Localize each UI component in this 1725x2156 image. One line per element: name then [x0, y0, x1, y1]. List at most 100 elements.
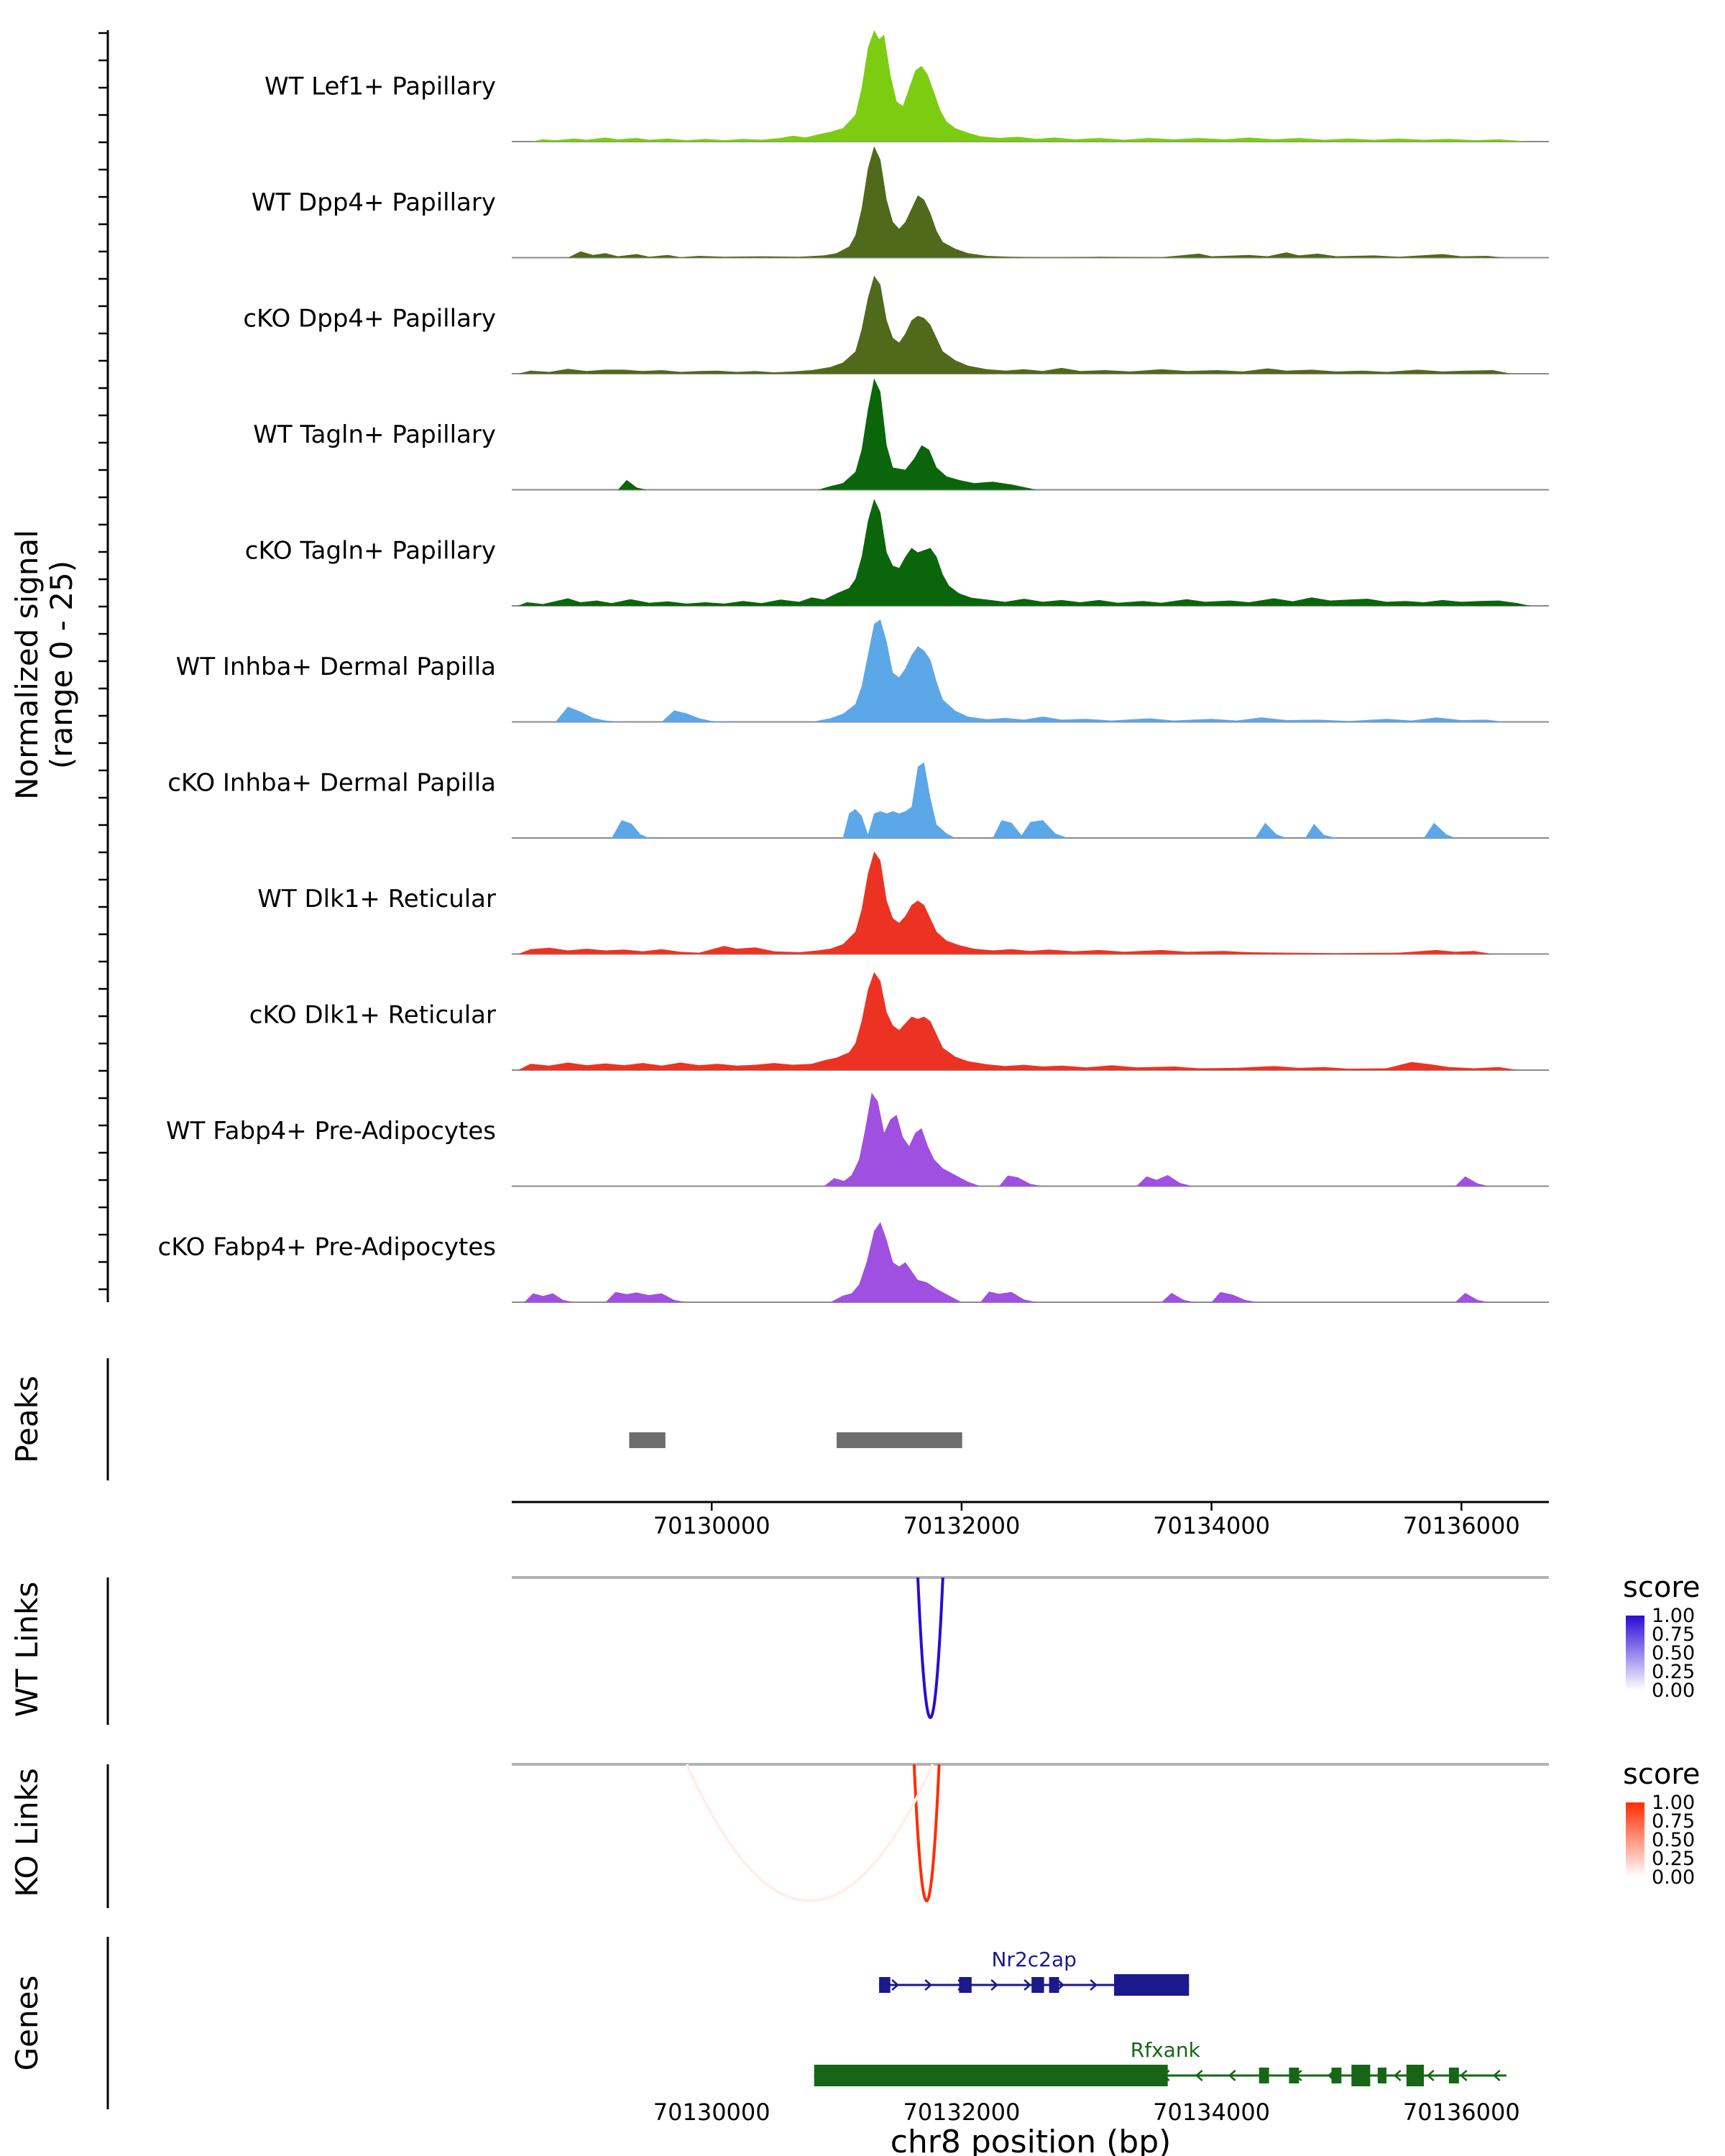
track-label: WT Dpp4+ Papillary [252, 188, 496, 217]
y-axis-label-line1: Normalized signal [9, 530, 45, 800]
gene-exon [1331, 2068, 1342, 2083]
wt-score-legend-tick-label: 0.50 [1652, 1642, 1695, 1664]
coverage-area [612, 762, 1455, 838]
coverage-track: cKO Dlk1+ Reticular [249, 972, 1549, 1071]
mid-genomic-axis: 70130000 70132000 70134000 70136000 [512, 1501, 1549, 1539]
ko-link-arc [912, 1764, 941, 1902]
ko-score-legend-tick-label: 1.00 [1652, 1792, 1695, 1814]
ko-links-panel [512, 1763, 1549, 1902]
tracks-axis-spine [98, 30, 109, 1302]
peak-region [629, 1432, 666, 1448]
gene-exon [1351, 2065, 1371, 2086]
track-label: WT Tagln+ Papillary [253, 420, 496, 449]
coverage-track: WT Inhba+ Dermal Papilla [176, 619, 1549, 723]
gene-exon [1049, 1977, 1059, 1993]
strand-arrow-icon [1090, 1979, 1098, 1991]
bottom-x-tick-label: 70136000 [1403, 2099, 1520, 2126]
gene-nr2c2ap: Nr2c2ap [879, 1948, 1190, 1996]
coverage-area [524, 1222, 1489, 1302]
track-label: WT Fabp4+ Pre-Adipocytes [166, 1117, 496, 1146]
gene-exon [1114, 1974, 1190, 1996]
section-label-wt-links: WT Links [9, 1582, 45, 1717]
coverage-area [518, 851, 1493, 954]
section-label-peaks: Peaks [9, 1376, 45, 1463]
wt-links-panel [512, 1576, 1549, 1719]
score-legends: 1.000.750.500.250.001.000.750.500.250.00 [1626, 1605, 1695, 1889]
strand-arrow-icon [891, 1979, 900, 1991]
ko-score-legend-tick-label: 0.75 [1652, 1810, 1695, 1833]
bottom-x-tick-label: 70130000 [653, 2099, 770, 2126]
strand-arrow-icon [1492, 2070, 1501, 2081]
bottom-x-tick-label: 70134000 [1153, 2099, 1270, 2126]
gene-exon [1289, 2068, 1300, 2083]
coverage-area [555, 619, 1506, 722]
x-tick-label: 70134000 [1153, 1512, 1270, 1539]
coverage-area [518, 275, 1512, 374]
strand-arrow-icon [924, 1979, 933, 1991]
track-label: cKO Dlk1+ Reticular [249, 1001, 496, 1030]
ko-link-arc [685, 1764, 934, 1902]
wt-score-legend-gradient-bar [1626, 1616, 1644, 1690]
section-label-genes: Genes [9, 1976, 45, 2071]
coverage-track: WT Tagln+ Papillary [253, 378, 1549, 491]
track-label: cKO Dpp4+ Papillary [243, 305, 496, 333]
coverage-track: cKO Tagln+ Papillary [245, 499, 1549, 607]
coverage-track: WT Dlk1+ Reticular [257, 851, 1549, 955]
x-axis-label: chr8 position (bp) [891, 2124, 1172, 2156]
gene-exon [1406, 2065, 1425, 2086]
wt-score-legend-tick-label: 0.00 [1652, 1680, 1695, 1702]
coverage-tracks: WT Lef1+ Papillary WT Dpp4+ Papillary cKO … [158, 30, 1549, 1303]
gene-exon [959, 1977, 972, 1993]
ko-score-legend-tick-label: 0.50 [1652, 1829, 1695, 1851]
gene-rfxank: Rfxank [814, 2038, 1506, 2086]
coverage-area [568, 146, 1506, 258]
gene-exon [814, 2065, 1168, 2086]
strand-arrow-icon [1195, 2070, 1203, 2081]
strand-arrow-icon [1228, 2070, 1236, 2081]
y-axis-label-line2: (range 0 - 25) [44, 561, 79, 769]
coverage-area [530, 30, 1530, 142]
wt-score-legend-tick-label: 1.00 [1652, 1605, 1695, 1627]
bottom-x-tick-label: 70132000 [903, 2099, 1020, 2126]
coverage-area [824, 1092, 1489, 1187]
wt-link-arc [916, 1577, 944, 1719]
gene-exon [879, 1977, 891, 1993]
x-tick-label: 70132000 [903, 1512, 1020, 1539]
coverage-area [518, 499, 1530, 606]
gene-exon [1377, 2068, 1386, 2083]
peaks-track [629, 1432, 962, 1448]
coverage-track: cKO Fabp4+ Pre-Adipocytes [158, 1222, 1549, 1303]
coverage-track: WT Dpp4+ Papillary [252, 146, 1549, 259]
gene-exon [1259, 2068, 1269, 2083]
x-tick-label: 70130000 [653, 1512, 770, 1539]
strand-arrow-icon [1024, 1979, 1032, 1991]
wt-score-legend-tick-label: 0.25 [1652, 1661, 1695, 1683]
strand-arrow-icon [1426, 2070, 1435, 2081]
coverage-area [617, 378, 1037, 490]
peak-region [837, 1432, 962, 1448]
track-label: WT Lef1+ Papillary [264, 73, 496, 101]
bottom-genomic-axis: 70130000 70132000 70134000 70136000 [653, 2099, 1520, 2126]
track-label: cKO Fabp4+ Pre-Adipocytes [158, 1233, 497, 1262]
track-label: WT Dlk1+ Reticular [257, 885, 496, 913]
coverage-area [518, 972, 1518, 1070]
track-label: cKO Inhba+ Dermal Papilla [167, 769, 496, 798]
wt-score-legend-title: score [1623, 1571, 1700, 1604]
coverage-track: WT Lef1+ Papillary [264, 30, 1549, 142]
coverage-track: cKO Dpp4+ Papillary [243, 275, 1549, 374]
gene-label: Rfxank [1131, 2038, 1201, 2062]
strand-arrow-icon [1057, 1979, 1065, 1991]
ko-score-legend-title: score [1623, 1758, 1700, 1791]
gene-exon [1031, 1977, 1044, 1993]
ko-score-legend-tick-label: 0.00 [1652, 1866, 1695, 1889]
ko-score-legend-tick-label: 0.25 [1652, 1848, 1695, 1870]
coverage-track: WT Fabp4+ Pre-Adipocytes [166, 1092, 1549, 1187]
strand-arrow-icon [990, 1979, 999, 1991]
coverage-track: cKO Inhba+ Dermal Papilla [167, 762, 1549, 839]
strand-arrow-icon [1393, 2070, 1402, 2081]
wt-score-legend-tick-label: 0.75 [1652, 1623, 1695, 1646]
ko-score-legend-gradient-bar [1626, 1802, 1644, 1877]
track-label: cKO Tagln+ Papillary [245, 537, 496, 566]
gene-exon [1448, 2068, 1459, 2083]
